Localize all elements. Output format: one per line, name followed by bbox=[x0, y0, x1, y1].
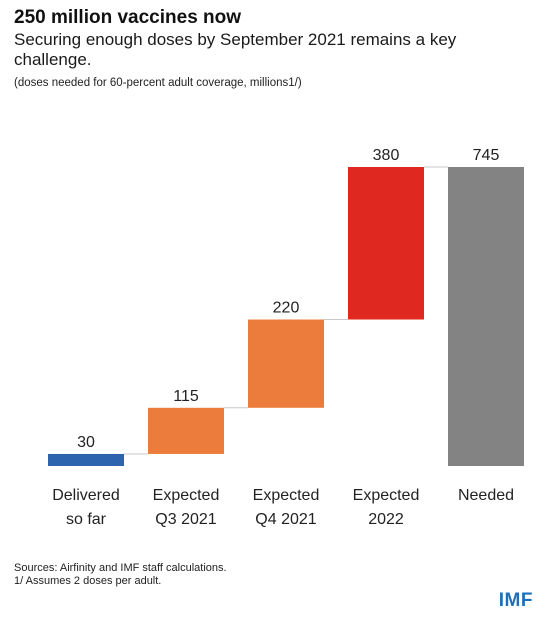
sources-line: Sources: Airfinity and IMF staff calcula… bbox=[14, 562, 227, 574]
chart-sources: Sources: Airfinity and IMF staff calcula… bbox=[14, 562, 546, 588]
category-label: Q4 2021 bbox=[255, 511, 316, 528]
bar-4 bbox=[348, 167, 424, 320]
data-label: 745 bbox=[473, 147, 500, 164]
category-label: Needed bbox=[458, 487, 514, 504]
bar-5 bbox=[448, 167, 524, 466]
category-label: Q3 2021 bbox=[155, 511, 216, 528]
chart-units-note: (doses needed for 60-percent adult cover… bbox=[14, 77, 302, 89]
bar-2 bbox=[148, 407, 224, 454]
bar-1 bbox=[48, 453, 124, 466]
category-label: so far bbox=[66, 511, 107, 528]
chart-subtitle: Securing enough doses by September 2021 … bbox=[14, 30, 457, 69]
category-label: Expected bbox=[153, 487, 220, 504]
data-label: 115 bbox=[173, 388, 199, 405]
chart-title: 250 million vaccines now bbox=[14, 7, 242, 28]
waterfall-chart: 30 Delivered so far 115 Expected Q3 2021 220 Ex… bbox=[48, 147, 524, 528]
bar-3 bbox=[248, 319, 324, 408]
category-label: Expected bbox=[253, 487, 320, 504]
data-label: 380 bbox=[373, 147, 400, 164]
data-label: 30 bbox=[77, 434, 95, 451]
data-label: 220 bbox=[273, 300, 300, 317]
imf-logo: IMF bbox=[498, 590, 533, 611]
footnote-line: 1/ Assumes 2 doses per adult. bbox=[14, 575, 162, 587]
category-label: Expected bbox=[353, 487, 420, 504]
category-label: 2022 bbox=[368, 511, 404, 528]
category-label: Delivered bbox=[52, 487, 120, 504]
